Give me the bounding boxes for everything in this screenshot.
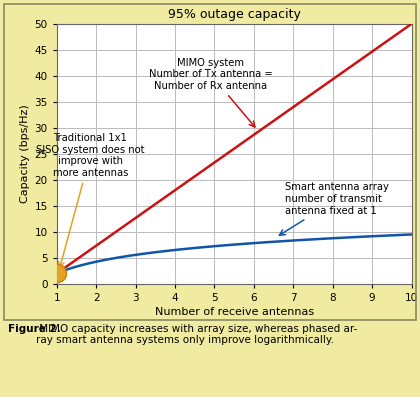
Title: 95% outage capacity: 95% outage capacity	[168, 8, 301, 21]
Text: Smart antenna array
number of transmit
antenna fixed at 1: Smart antenna array number of transmit a…	[279, 183, 389, 235]
Text: MIMO system
Number of Tx antenna =
Number of Rx antenna: MIMO system Number of Tx antenna = Numbe…	[149, 58, 272, 127]
Text: MIMO capacity increases with array size, whereas phased ar-
ray smart antenna sy: MIMO capacity increases with array size,…	[36, 324, 357, 345]
Y-axis label: Capacity (bps/Hz): Capacity (bps/Hz)	[20, 104, 30, 203]
Text: Figure 2.: Figure 2.	[8, 324, 61, 333]
Text: Traditional 1x1
SISO system does not
improve with
more antennas: Traditional 1x1 SISO system does not imp…	[36, 133, 144, 268]
X-axis label: Number of receive antennas: Number of receive antennas	[155, 307, 314, 317]
